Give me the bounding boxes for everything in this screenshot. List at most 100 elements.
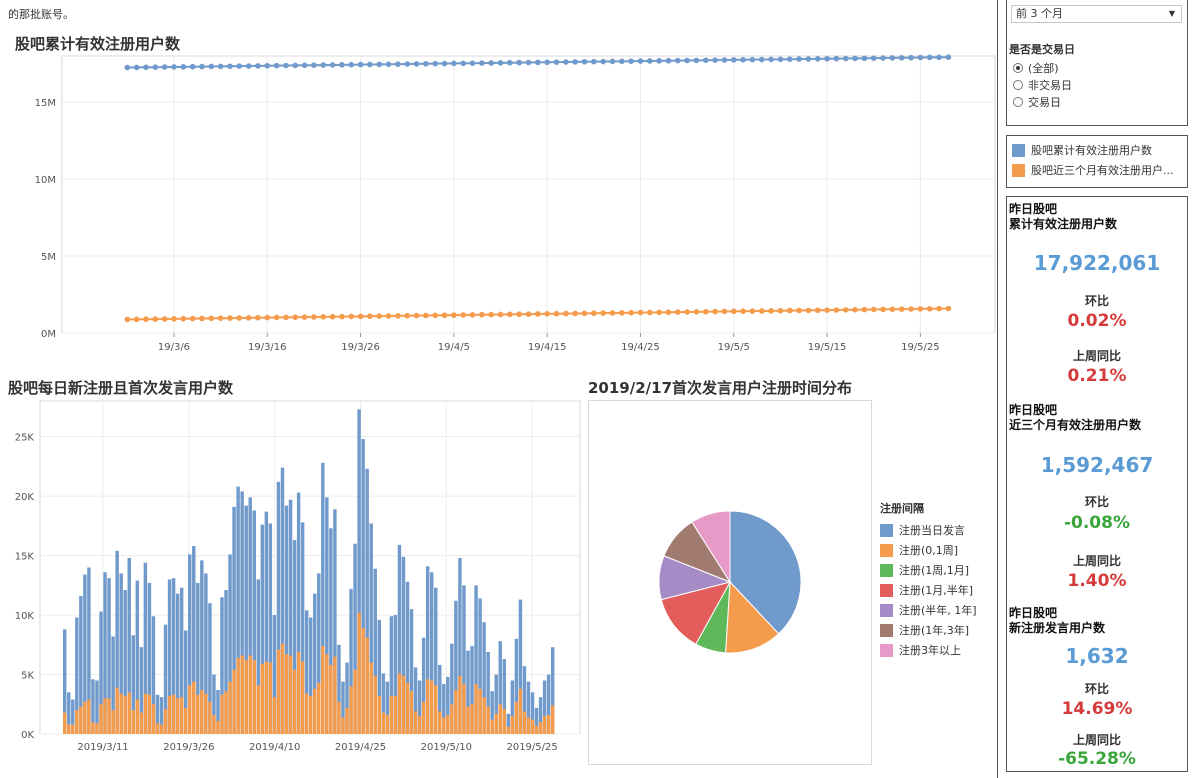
dashboard-divider <box>997 0 998 778</box>
series-point <box>292 63 298 69</box>
series-point <box>208 316 214 322</box>
bar-orange <box>402 676 405 734</box>
pie-legend: 注册间隔 注册当日发言 注册(0,1周] 注册(1周,1月] 注册(1月,半年] 注册(… <box>880 500 995 660</box>
bar-orange <box>470 704 473 734</box>
series-point <box>572 311 578 317</box>
legend-swatch <box>880 604 893 617</box>
series-point <box>311 314 317 320</box>
kpi2-hb-value: -0.08% <box>1007 513 1187 533</box>
series-point <box>535 311 541 317</box>
bar-orange <box>466 707 469 734</box>
legend-label: 注册(1周,1月] <box>899 562 969 578</box>
bar-orange <box>515 702 518 734</box>
bar-orange <box>244 660 247 734</box>
bar-orange <box>398 673 401 734</box>
series-point <box>638 310 644 316</box>
pie-legend-item[interactable]: 注册当日发言 <box>880 520 995 540</box>
radio-option-all[interactable]: (全部) <box>1013 59 1072 76</box>
x-tick-label: 2019/3/11 <box>77 742 128 753</box>
y-tick-label: 25K <box>15 433 35 444</box>
series-point <box>153 64 159 70</box>
kpi3-tb-label: 上周同比 <box>1007 731 1187 748</box>
series-point <box>535 60 541 66</box>
series-point <box>927 306 933 312</box>
pie-legend-item[interactable]: 注册(1周,1月] <box>880 560 995 580</box>
radio-label: 非交易日 <box>1028 77 1072 93</box>
y-tick-label: 5K <box>21 671 34 682</box>
legend-item-recent[interactable]: 股吧近三个月有效注册用户... <box>1012 160 1174 180</box>
legend-item-cumulative[interactable]: 股吧累计有效注册用户数 <box>1012 140 1174 160</box>
bar-orange <box>297 652 300 734</box>
legend-swatch-blue <box>1012 144 1025 157</box>
y-tick-label: 15M <box>35 98 56 109</box>
radio-option-non-trading[interactable]: 非交易日 <box>1013 76 1072 93</box>
series-point <box>395 61 401 67</box>
kpi1-tb-label: 上周同比 <box>1007 347 1187 364</box>
series-point <box>479 60 485 66</box>
legend-label: 注册3年以上 <box>899 642 961 658</box>
legend-label: 注册(1年,3年] <box>899 622 969 638</box>
bar-orange <box>503 709 506 734</box>
series-point <box>675 58 681 64</box>
bar-orange <box>406 683 409 734</box>
series-point <box>274 315 280 321</box>
series-point <box>703 309 709 315</box>
bar-orange <box>220 695 223 734</box>
pie-legend-item[interactable]: 注册3年以上 <box>880 640 995 660</box>
series-point <box>936 306 942 312</box>
series-point <box>255 315 261 321</box>
series-legend: 股吧累计有效注册用户数 股吧近三个月有效注册用户... <box>1012 140 1174 180</box>
x-tick-label: 2019/4/25 <box>335 742 386 753</box>
bar-orange <box>115 688 118 734</box>
x-tick-label: 2019/5/10 <box>421 742 472 753</box>
bar-orange <box>499 704 502 734</box>
bar-orange <box>378 696 381 734</box>
legend-swatch <box>880 544 893 557</box>
pie-legend-item[interactable]: 注册(0,1周] <box>880 540 995 560</box>
x-tick-label: 19/5/25 <box>901 342 940 353</box>
bar-orange <box>450 704 453 734</box>
bar-orange <box>386 715 389 734</box>
series-point <box>376 62 382 68</box>
period-dropdown[interactable]: 前 3 个月 ▼ <box>1011 5 1182 23</box>
series-point <box>125 317 131 323</box>
bar-orange <box>313 689 316 734</box>
x-tick-label: 19/5/5 <box>718 342 750 353</box>
pie-chart-title: 2019/2/17首次发言用户注册时间分布 <box>588 377 852 398</box>
bar-orange <box>281 644 284 734</box>
pie-legend-item[interactable]: 注册(半年, 1年] <box>880 600 995 620</box>
series-point <box>199 316 205 322</box>
bar-orange <box>317 683 320 734</box>
x-tick-label: 19/4/25 <box>621 342 660 353</box>
series-point <box>488 60 494 66</box>
bar-orange <box>285 654 288 734</box>
series-point <box>871 55 877 61</box>
bar-orange <box>434 685 437 734</box>
series-point <box>862 307 868 313</box>
radio-option-trading[interactable]: 交易日 <box>1013 93 1072 110</box>
kpi3-head-line2: 新注册发言用户数 <box>1009 621 1105 636</box>
series-point <box>302 314 308 320</box>
series-point <box>498 312 504 318</box>
series-point <box>666 309 672 315</box>
pie-legend-item[interactable]: 注册(1月,半年] <box>880 580 995 600</box>
y-tick-label: 10M <box>35 175 56 186</box>
bar-orange <box>269 663 272 734</box>
series-point <box>348 62 354 68</box>
bar-orange <box>418 716 421 734</box>
bar-orange <box>140 713 143 734</box>
bar-orange <box>547 715 550 734</box>
bar-orange <box>345 708 348 734</box>
legend-label: 注册(0,1周] <box>899 542 958 558</box>
series-point <box>843 307 849 313</box>
bar-orange <box>164 709 167 734</box>
series-point <box>125 65 131 71</box>
series-point <box>414 313 420 319</box>
bar-orange <box>83 702 86 734</box>
bar-orange <box>249 656 252 734</box>
bar-orange <box>228 682 231 734</box>
series-point <box>843 56 849 62</box>
pie-legend-item[interactable]: 注册(1年,3年] <box>880 620 995 640</box>
series-point <box>582 59 588 65</box>
series-point <box>479 312 485 318</box>
